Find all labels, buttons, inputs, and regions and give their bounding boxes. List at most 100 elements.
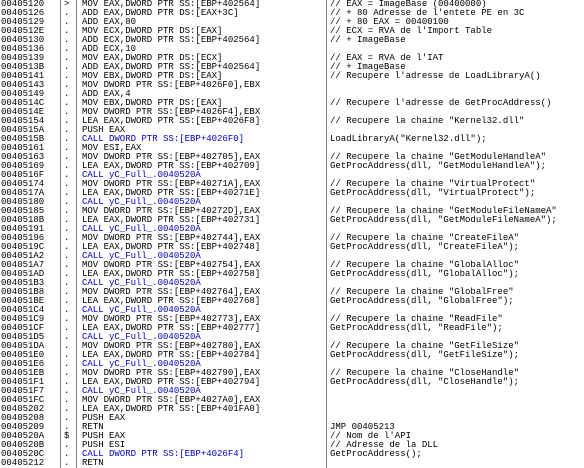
code-row: 0040518B. LEA EAX,DWORD PTR SS:[EBP+40273… bbox=[0, 216, 584, 225]
code-row: 004051F7. CALL yC_Full_.0040520A bbox=[0, 387, 584, 396]
code-row: 0040520B. PUSH ESI // Adresse de la DLL bbox=[0, 441, 584, 450]
address: 0040520C bbox=[1, 449, 45, 459]
marker: . bbox=[64, 53, 70, 63]
instruction: LEA EAX,DWORD PTR SS:[EBP+402731] bbox=[82, 215, 261, 225]
instruction: MOV DWORD PTR SS:[EBP+402744],EAX bbox=[82, 233, 261, 243]
comment: // EAX = ImageBase (00400000) bbox=[330, 0, 487, 9]
code-row: 00405130. ADD ECX,DWORD PTR SS:[EBP+40256… bbox=[0, 36, 584, 45]
code-row: 00405202. LEA EAX,DWORD PTR SS:[EBP+401FA… bbox=[0, 405, 584, 414]
address: 004051F7 bbox=[1, 386, 45, 396]
address: 0040520A bbox=[1, 431, 45, 441]
marker: . bbox=[64, 134, 70, 144]
address: 004051FC bbox=[1, 395, 45, 405]
marker: . bbox=[64, 26, 70, 36]
code-row: 004051B8. MOV DWORD PTR SS:[EBP+402764],E… bbox=[0, 288, 584, 297]
instruction: MOV EBX,DWORD PTR DS:[EAX] bbox=[82, 71, 223, 81]
comment: // Recupere la chaine "GetModuleHandleA" bbox=[330, 152, 547, 162]
address: 00405185 bbox=[1, 206, 45, 216]
address: 00405163 bbox=[1, 152, 45, 162]
marker: $ bbox=[64, 431, 70, 441]
marker: . bbox=[64, 422, 70, 432]
address: 0040513B bbox=[1, 62, 45, 72]
marker: . bbox=[64, 458, 70, 468]
comment: GetProcAddress(dll, "CloseHandle"); bbox=[330, 377, 520, 387]
marker: . bbox=[64, 107, 70, 117]
marker: . bbox=[64, 386, 70, 396]
address: 004051C4 bbox=[1, 305, 45, 315]
marker: . bbox=[64, 143, 70, 153]
instruction: MOV ECX,DWORD PTR DS:[EAX] bbox=[82, 26, 223, 36]
code-row: 0040514E. MOV DWORD PTR SS:[EBP+4026F4],E… bbox=[0, 108, 584, 117]
code-row: 00405191. CALL yC_Full_.0040520A bbox=[0, 225, 584, 234]
address: 0040520B bbox=[1, 440, 45, 450]
address: 00405191 bbox=[1, 224, 45, 234]
comment: JMP 00405213 bbox=[330, 422, 395, 432]
code-row: 00405136. ADD ECX,10 bbox=[0, 45, 584, 54]
address: 00405139 bbox=[1, 53, 45, 63]
instruction: LEA EAX,DWORD PTR SS:[EBP+402777] bbox=[82, 323, 261, 333]
instruction: CALL yC_Full_.0040520A bbox=[82, 224, 201, 234]
address: 0040515A bbox=[1, 125, 45, 135]
instruction: CALL DWORD PTR SS:[EBP+4026F4] bbox=[82, 449, 245, 459]
marker: . bbox=[64, 44, 70, 54]
marker: . bbox=[64, 314, 70, 324]
address: 00405141 bbox=[1, 71, 45, 81]
comment: // EAX = RVA de l'IAT bbox=[330, 53, 444, 63]
address: 004051B3 bbox=[1, 278, 45, 288]
code-row: 004051A7. MOV DWORD PTR SS:[EBP+402754],E… bbox=[0, 261, 584, 270]
marker: . bbox=[64, 17, 70, 27]
marker: . bbox=[64, 224, 70, 234]
code-row: 0040514C. MOV EBX,DWORD PTR DS:[EAX] // Re… bbox=[0, 99, 584, 108]
instruction: MOV DWORD PTR SS:[EBP+4026F4],EBX bbox=[82, 107, 261, 117]
code-row: 00405174. MOV DWORD PTR SS:[EBP+40271A],E… bbox=[0, 180, 584, 189]
address: 004051D5 bbox=[1, 332, 45, 342]
marker: . bbox=[64, 8, 70, 18]
address: 00405143 bbox=[1, 80, 45, 90]
instruction: LEA EAX,DWORD PTR SS:[EBP+4026F8] bbox=[82, 116, 261, 126]
comment: // Recupere l'adresse de GetProcAddress(… bbox=[330, 98, 552, 108]
instruction: MOV EAX,DWORD PTR DS:[ECX] bbox=[82, 53, 223, 63]
comment: GetProcAddress(dll, "ReadFile"); bbox=[330, 323, 503, 333]
address: 0040516F bbox=[1, 170, 45, 180]
address: 004051AD bbox=[1, 269, 45, 279]
comment: // Recupere la chaine "CloseHandle" bbox=[330, 368, 520, 378]
marker: . bbox=[64, 233, 70, 243]
code-row: 00405196. MOV DWORD PTR SS:[EBP+402744],E… bbox=[0, 234, 584, 243]
column-divider bbox=[76, 0, 77, 468]
instruction: PUSH EAX bbox=[82, 125, 126, 135]
marker: . bbox=[64, 206, 70, 216]
instruction: PUSH EAX bbox=[82, 431, 126, 441]
instruction: MOV ESI,EAX bbox=[82, 143, 142, 153]
marker: . bbox=[64, 170, 70, 180]
instruction: LEA EAX,DWORD PTR SS:[EBP+402768] bbox=[82, 296, 261, 306]
address: 004051F1 bbox=[1, 377, 45, 387]
instruction: MOV DWORD PTR SS:[EBP+40271A],EAX bbox=[82, 179, 261, 189]
address: 00405208 bbox=[1, 413, 45, 423]
address: 00405209 bbox=[1, 422, 45, 432]
comment: GetProcAddress(dll, "GetFileSize"); bbox=[330, 350, 520, 360]
comment: // Recupere la chaine "GetFileSize" bbox=[330, 341, 520, 351]
comment: GetProcAddress(dll, "GlobalFree"); bbox=[330, 296, 514, 306]
comment: GetProcAddress(dll, "GlobalAlloc"); bbox=[330, 269, 520, 279]
comment: // + ImageBase bbox=[330, 62, 406, 72]
instruction: CALL yC_Full_.0040520A bbox=[82, 170, 201, 180]
address: 00405196 bbox=[1, 233, 45, 243]
marker: . bbox=[64, 350, 70, 360]
marker: . bbox=[64, 404, 70, 414]
column-divider bbox=[60, 0, 61, 468]
marker: . bbox=[64, 62, 70, 72]
code-row: 004051FC. MOV DWORD PTR SS:[EBP+4027A0],E… bbox=[0, 396, 584, 405]
address: 0040514E bbox=[1, 107, 45, 117]
code-row: 004051E6. CALL yC_Full_.0040520A bbox=[0, 360, 584, 369]
address: 0040515B bbox=[1, 134, 45, 144]
address: 00405202 bbox=[1, 404, 45, 414]
marker: . bbox=[64, 80, 70, 90]
comment: GetProcAddress(dll, "CreateFileA"); bbox=[330, 242, 520, 252]
address: 004051B8 bbox=[1, 287, 45, 297]
instruction: LEA EAX,DWORD PTR SS:[EBP+402758] bbox=[82, 269, 261, 279]
comment: LoadLibraryA("Kernel32.dll"); bbox=[330, 134, 487, 144]
instruction: ADD EAX,80 bbox=[82, 17, 137, 27]
code-row: 00405129. ADD EAX,80 // + 80 EAX = 0040010… bbox=[0, 18, 584, 27]
marker: . bbox=[64, 377, 70, 387]
marker: . bbox=[64, 188, 70, 198]
